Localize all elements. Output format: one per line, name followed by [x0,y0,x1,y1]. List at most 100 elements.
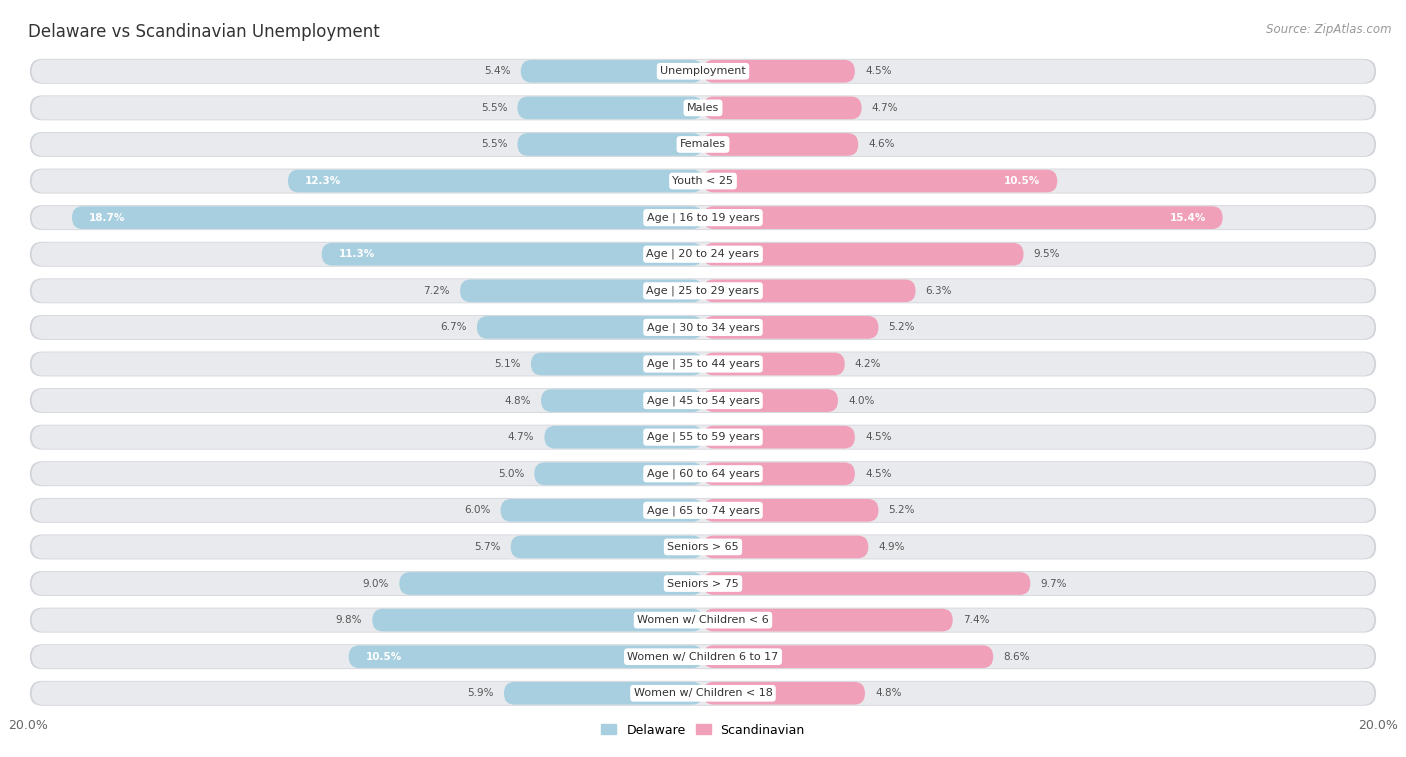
Text: Females: Females [681,139,725,149]
Text: 5.2%: 5.2% [889,322,915,332]
FancyBboxPatch shape [30,315,1376,340]
FancyBboxPatch shape [288,170,703,192]
FancyBboxPatch shape [477,316,703,338]
Text: 9.7%: 9.7% [1040,578,1067,588]
FancyBboxPatch shape [30,498,1376,523]
Text: Age | 65 to 74 years: Age | 65 to 74 years [647,505,759,516]
FancyBboxPatch shape [31,96,1375,120]
FancyBboxPatch shape [703,353,845,375]
FancyBboxPatch shape [703,609,953,631]
FancyBboxPatch shape [30,132,1376,157]
Text: Age | 35 to 44 years: Age | 35 to 44 years [647,359,759,369]
Text: Age | 30 to 34 years: Age | 30 to 34 years [647,322,759,332]
FancyBboxPatch shape [531,353,703,375]
FancyBboxPatch shape [72,207,703,229]
FancyBboxPatch shape [31,425,1375,449]
Text: 9.8%: 9.8% [336,615,363,625]
FancyBboxPatch shape [30,59,1376,84]
FancyBboxPatch shape [703,279,915,302]
FancyBboxPatch shape [31,242,1375,266]
FancyBboxPatch shape [703,243,1024,266]
Text: 12.3%: 12.3% [305,176,342,186]
Text: 9.0%: 9.0% [363,578,389,588]
FancyBboxPatch shape [703,316,879,338]
Text: 5.9%: 5.9% [467,688,494,698]
FancyBboxPatch shape [534,463,703,485]
FancyBboxPatch shape [703,389,838,412]
FancyBboxPatch shape [30,534,1376,559]
FancyBboxPatch shape [703,572,1031,595]
FancyBboxPatch shape [322,243,703,266]
FancyBboxPatch shape [460,279,703,302]
FancyBboxPatch shape [703,426,855,448]
FancyBboxPatch shape [703,97,862,119]
Text: 7.2%: 7.2% [423,286,450,296]
FancyBboxPatch shape [544,426,703,448]
FancyBboxPatch shape [349,646,703,668]
FancyBboxPatch shape [30,241,1376,266]
Text: 4.2%: 4.2% [855,359,882,369]
FancyBboxPatch shape [31,170,1375,193]
Text: Age | 55 to 59 years: Age | 55 to 59 years [647,432,759,442]
FancyBboxPatch shape [30,644,1376,669]
FancyBboxPatch shape [30,169,1376,194]
FancyBboxPatch shape [31,572,1375,595]
FancyBboxPatch shape [517,133,703,156]
Text: Age | 45 to 54 years: Age | 45 to 54 years [647,395,759,406]
Text: 7.4%: 7.4% [963,615,990,625]
FancyBboxPatch shape [703,499,879,522]
FancyBboxPatch shape [30,351,1376,376]
FancyBboxPatch shape [31,681,1375,705]
Legend: Delaware, Scandinavian: Delaware, Scandinavian [596,718,810,742]
Text: Youth < 25: Youth < 25 [672,176,734,186]
FancyBboxPatch shape [503,682,703,705]
Text: 15.4%: 15.4% [1170,213,1206,223]
FancyBboxPatch shape [703,536,869,558]
Text: 4.8%: 4.8% [875,688,901,698]
FancyBboxPatch shape [703,463,855,485]
FancyBboxPatch shape [30,608,1376,633]
Text: 5.0%: 5.0% [498,469,524,478]
Text: Seniors > 75: Seniors > 75 [666,578,740,588]
Text: 4.6%: 4.6% [869,139,894,149]
FancyBboxPatch shape [703,207,1223,229]
FancyBboxPatch shape [517,97,703,119]
FancyBboxPatch shape [31,206,1375,229]
Text: Seniors > 65: Seniors > 65 [668,542,738,552]
Text: 5.4%: 5.4% [484,67,510,76]
FancyBboxPatch shape [31,279,1375,303]
FancyBboxPatch shape [703,646,993,668]
Text: Women w/ Children < 6: Women w/ Children < 6 [637,615,769,625]
Text: Males: Males [688,103,718,113]
Text: 4.0%: 4.0% [848,396,875,406]
FancyBboxPatch shape [703,170,1057,192]
Text: 9.5%: 9.5% [1033,249,1060,259]
Text: 5.2%: 5.2% [889,506,915,516]
FancyBboxPatch shape [30,279,1376,304]
Text: 6.7%: 6.7% [440,322,467,332]
FancyBboxPatch shape [30,388,1376,413]
FancyBboxPatch shape [399,572,703,595]
Text: Age | 20 to 24 years: Age | 20 to 24 years [647,249,759,260]
Text: Source: ZipAtlas.com: Source: ZipAtlas.com [1267,23,1392,36]
FancyBboxPatch shape [520,60,703,83]
FancyBboxPatch shape [703,133,858,156]
FancyBboxPatch shape [31,535,1375,559]
Text: 5.7%: 5.7% [474,542,501,552]
Text: 5.5%: 5.5% [481,103,508,113]
Text: 4.7%: 4.7% [508,432,534,442]
Text: 4.7%: 4.7% [872,103,898,113]
FancyBboxPatch shape [30,425,1376,450]
Text: Age | 25 to 29 years: Age | 25 to 29 years [647,285,759,296]
FancyBboxPatch shape [501,499,703,522]
Text: 5.5%: 5.5% [481,139,508,149]
Text: Age | 60 to 64 years: Age | 60 to 64 years [647,469,759,479]
FancyBboxPatch shape [31,352,1375,375]
FancyBboxPatch shape [30,461,1376,486]
FancyBboxPatch shape [30,205,1376,230]
FancyBboxPatch shape [30,95,1376,120]
FancyBboxPatch shape [31,462,1375,485]
FancyBboxPatch shape [703,60,855,83]
Text: 4.9%: 4.9% [879,542,905,552]
Text: Unemployment: Unemployment [661,67,745,76]
